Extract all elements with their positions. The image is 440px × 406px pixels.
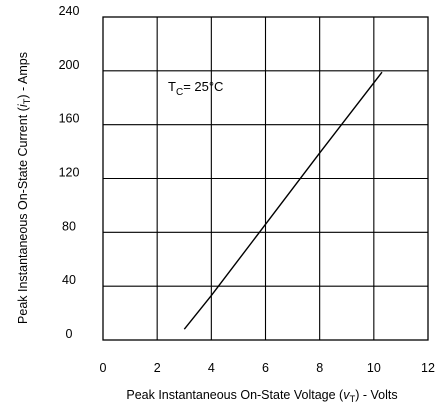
- x-tick-labels: 0 2 4 6 8 10 12: [100, 361, 435, 375]
- y-tick-label: 160: [59, 112, 80, 126]
- x-tick-label: 0: [100, 361, 107, 375]
- y-tick-label: 200: [59, 58, 80, 72]
- x-tick-label: 4: [208, 361, 215, 375]
- y-tick-label: 80: [62, 219, 76, 233]
- x-tick-label: 6: [262, 361, 269, 375]
- x-tick-label: 8: [316, 361, 323, 375]
- plot-frame: [102, 16, 429, 341]
- x-tick-label: 12: [421, 361, 435, 375]
- y-tick-label: 40: [62, 273, 76, 287]
- x-tick-label: 2: [154, 361, 161, 375]
- grid-lines: [103, 17, 428, 340]
- x-tick-label: 10: [367, 361, 381, 375]
- y-axis-label: Peak Instantaneous On-State Current (iT)…: [16, 52, 33, 324]
- series-line: [183, 71, 383, 330]
- y-tick-label: 120: [59, 166, 80, 180]
- y-tick-label: 0: [66, 327, 73, 341]
- y-tick-label: 240: [59, 4, 80, 18]
- y-tick-labels: 0 40 80 120 160 200 240: [59, 4, 80, 341]
- temperature-annotation: TC= 25°C: [168, 79, 223, 98]
- x-axis-label: Peak Instantaneous On-State Voltage (vT)…: [126, 388, 397, 405]
